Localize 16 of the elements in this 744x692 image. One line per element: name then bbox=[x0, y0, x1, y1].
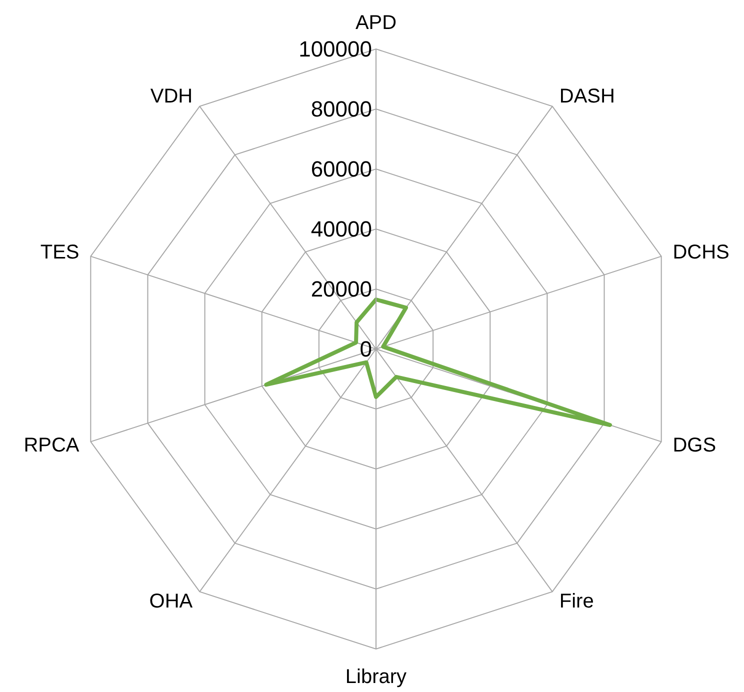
spoke-label: APD bbox=[355, 12, 397, 34]
spoke-label: RPCA bbox=[24, 434, 80, 456]
spoke-label: Library bbox=[345, 666, 407, 688]
spoke-label: OHA bbox=[149, 590, 194, 612]
spoke-label: Fire bbox=[559, 590, 594, 612]
y-tick-label: 80000 bbox=[310, 96, 372, 122]
spoke-label: DCHS bbox=[672, 242, 730, 264]
y-tick-label: 0 bbox=[360, 336, 372, 362]
y-tick-label: 40000 bbox=[310, 216, 372, 242]
y-tick-label: 60000 bbox=[310, 156, 372, 182]
spoke-label: DASH bbox=[559, 86, 615, 108]
spoke-label: VDH bbox=[150, 86, 193, 108]
spoke-label: DGS bbox=[672, 434, 716, 456]
y-tick-label: 20000 bbox=[310, 276, 372, 302]
y-tick-label: 100000 bbox=[298, 36, 372, 62]
spoke-label: TES bbox=[40, 242, 80, 264]
